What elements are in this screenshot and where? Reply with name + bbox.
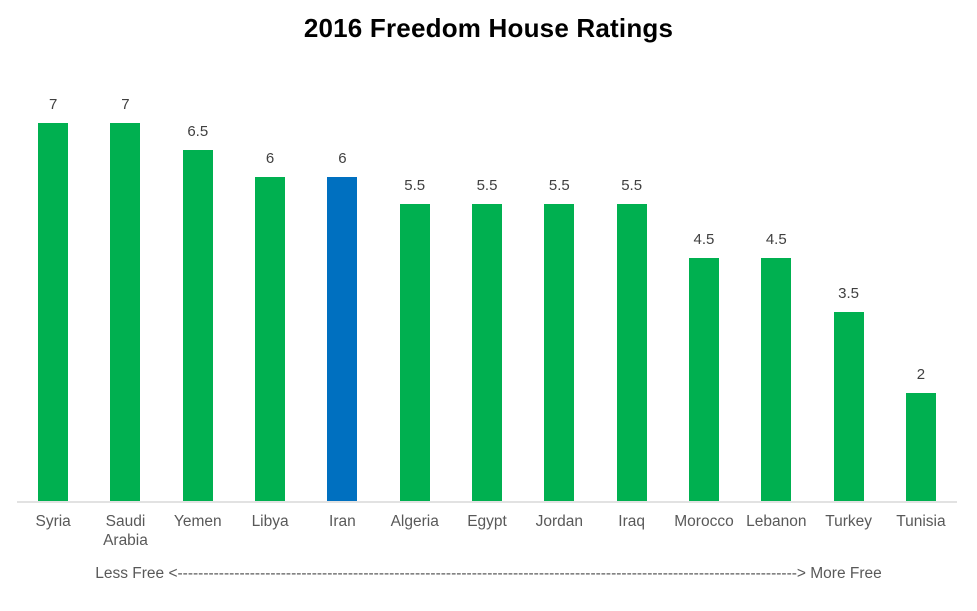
x-axis-labels: Syria Saudi Arabia Yemen Libya Iran Algeria Eg… — [17, 503, 957, 551]
bar-egypt — [472, 204, 503, 501]
data-label: 6.5 — [187, 123, 209, 140]
category-label: Morocco — [674, 513, 734, 530]
category-label: Algeria — [390, 513, 439, 530]
data-label: 6 — [338, 150, 347, 167]
bar-yemen — [182, 150, 213, 501]
bar-turkey — [833, 312, 864, 501]
bar-column: 4.5 — [740, 125, 812, 501]
data-label: 3.5 — [838, 285, 860, 302]
bar-column: 5.5 — [596, 125, 668, 501]
data-label: 5.5 — [621, 177, 643, 194]
category-label: Egypt — [467, 513, 507, 530]
bar-iraq — [616, 204, 647, 501]
category-label: Jordan — [535, 513, 584, 530]
category-label: Libya — [251, 513, 289, 530]
category-label: Lebanon — [746, 513, 807, 530]
plot-area: 7 7 6.5 6 6 5.5 5.5 5.5 5.5 4.5 4.5 3.5 2 — [17, 96, 957, 503]
bar-column: 3.5 — [812, 125, 884, 501]
category-label: Iraq — [618, 513, 646, 530]
bar-algeria — [399, 204, 430, 501]
data-label: 7 — [48, 96, 58, 113]
category-label: Turkey — [825, 513, 872, 530]
bar-column: 6.5 — [162, 123, 234, 501]
data-label: 6 — [265, 150, 275, 167]
bar-morocco — [688, 258, 719, 501]
data-label: 4.5 — [765, 231, 787, 248]
bar-libya — [255, 177, 286, 501]
bar-column: 2 — [885, 125, 957, 501]
bar-column: 7 — [89, 96, 161, 501]
category-label: Tunisia — [896, 513, 946, 530]
data-label: 2 — [916, 366, 926, 383]
bar-column: 6 — [306, 125, 378, 501]
bar-saudi-arabia — [110, 123, 141, 501]
category-label: Syria — [35, 513, 71, 530]
bar-lebanon — [761, 258, 792, 501]
bar-column: 6 — [234, 125, 306, 501]
category-label: Saudi Arabia — [103, 513, 148, 549]
data-label: 5.5 — [404, 177, 426, 194]
data-label: 4.5 — [693, 231, 715, 248]
bar-column: 5.5 — [451, 125, 523, 501]
bar-column: 7 — [17, 96, 89, 501]
freedom-scale-annotation: Less Free <-----------------------------… — [95, 565, 882, 582]
bar-syria — [38, 123, 69, 501]
bar-column: 4.5 — [668, 125, 740, 501]
bar-column: 5.5 — [523, 125, 595, 501]
bar-iran — [327, 177, 358, 501]
bar-column: 5.5 — [379, 125, 451, 501]
category-label: Iran — [329, 513, 356, 530]
bar-tunisia — [905, 393, 936, 501]
data-label: 7 — [121, 96, 130, 113]
data-label: 5.5 — [476, 177, 498, 194]
data-label: 5.5 — [548, 177, 570, 194]
category-label: Yemen — [173, 513, 222, 530]
bar-jordan — [544, 204, 575, 501]
chart-title: 2016 Freedom House Ratings — [303, 13, 674, 43]
